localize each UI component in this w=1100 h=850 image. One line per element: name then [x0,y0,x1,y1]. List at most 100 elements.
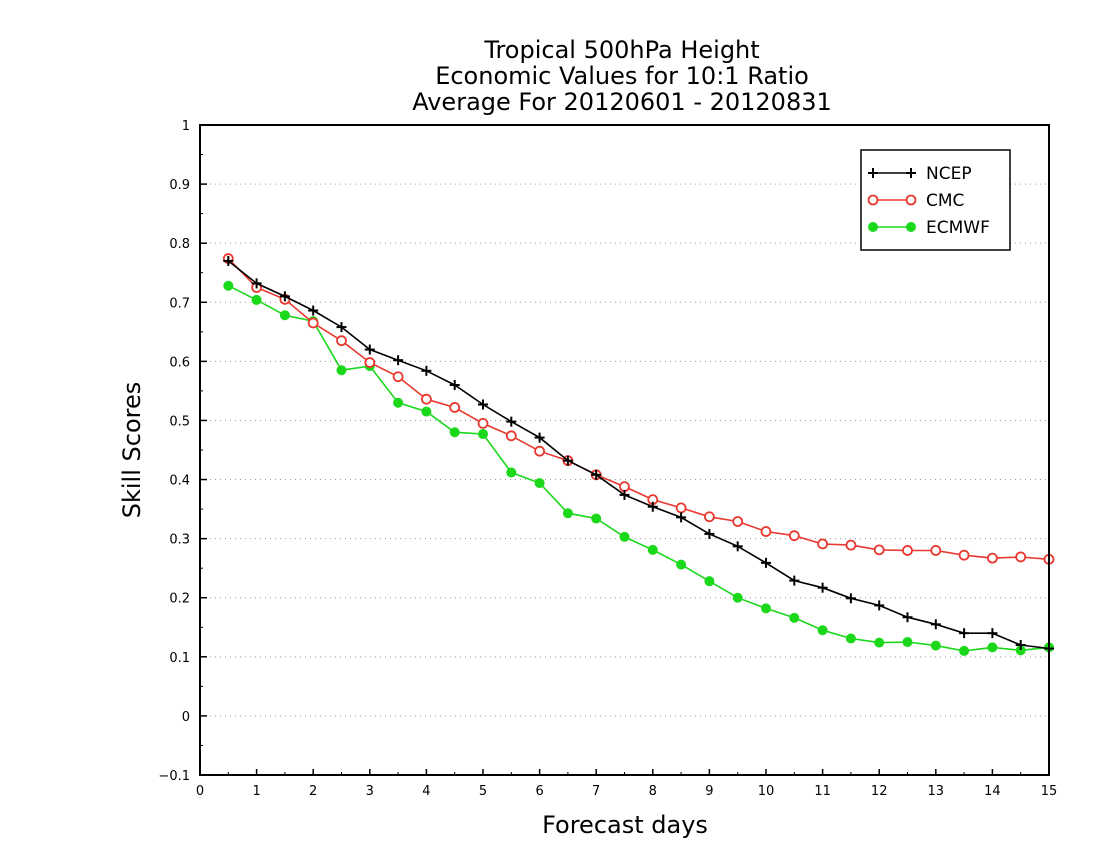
point-ncep-21 [817,582,828,593]
point-ncep-0 [223,255,234,266]
point-cmc-21 [817,538,828,550]
point-ncep-8 [449,380,460,390]
point-cmc-4 [336,335,347,347]
legend: NCEP CMC ECMWF [860,149,1011,251]
legend-marker-right-cmc [905,194,917,206]
y-tick-label-5: 0.4 [169,474,190,489]
point-ncep-18 [732,541,743,552]
y-tick-label-0: −0.1 [158,769,190,784]
point-ecmwf-2 [279,310,290,321]
point-ncep-26 [959,628,970,639]
chart-title-line-1: Tropical 500hPa Height [483,36,759,64]
point-ecmwf-16 [676,559,687,570]
chart-title-line-3: Average For 20120601 - 20120831 [412,88,832,116]
point-cmc-11 [534,445,545,457]
x-tick-label-1: 1 [252,784,260,799]
x-tick-label-5: 5 [479,784,487,799]
legend-marker-left-ecmwf [868,222,878,232]
point-ncep-27 [987,628,998,639]
point-cmc-7 [420,393,432,405]
point-ncep-14 [619,489,630,500]
legend-marker-left-cmc [867,194,879,206]
point-ncep-15 [647,501,658,512]
point-ecmwf-12 [562,508,573,519]
x-tick-label-8: 8 [649,784,657,799]
point-cmc-17 [704,511,715,523]
series-ncep [223,255,1054,654]
point-ecmwf-20 [789,612,800,623]
point-cmc-24 [902,545,913,556]
y-tick-label-2: 0.1 [169,651,190,666]
point-ncep-16 [676,512,687,523]
point-ecmwf-1 [251,294,262,305]
point-ecmwf-27 [987,642,998,653]
point-cmc-22 [845,539,857,551]
x-tick-label-13: 13 [928,784,945,799]
point-cmc-5 [364,357,376,368]
x-tick-label-7: 7 [592,784,600,799]
x-tick-label-9: 9 [705,784,713,799]
y-tick-label-3: 0.2 [169,592,190,607]
point-ecmwf-4 [336,365,347,376]
x-tick-label-0: 0 [196,784,204,799]
y-tick-label-11: 1 [182,119,190,134]
point-ecmwf-26 [959,645,970,656]
series-ecmwf [223,280,1054,656]
y-tick-label-7: 0.6 [169,355,190,370]
y-tick-label-4: 0.3 [169,533,190,548]
legend-marker-right-ncep [906,168,916,178]
point-cmc-8 [449,402,461,413]
x-tick-label-6: 6 [535,784,543,799]
point-ncep-25 [930,619,941,630]
x-tick-label-3: 3 [366,784,374,799]
point-cmc-14 [619,481,630,493]
point-cmc-18 [732,516,744,527]
point-cmc-19 [760,526,772,537]
point-ncep-11 [534,432,545,443]
legend-marker-left-ncep [868,168,878,178]
point-ncep-23 [874,600,885,611]
point-ncep-10 [506,416,517,427]
point-ncep-28 [1015,640,1026,650]
point-cmc-16 [675,502,687,514]
x-tick-label-14: 14 [984,784,1001,799]
legend-label-cmc: CMC [926,191,964,211]
point-ecmwf-24 [902,637,913,648]
point-ecmwf-22 [845,633,856,644]
chart-title-line-2: Economic Values for 10:1 Ratio [435,62,809,90]
point-ecmwf-15 [647,544,658,555]
legend-marker-right-ecmwf [906,222,916,232]
axes: 0 1 2 3 4 5 6 7 8 9 10 11 12 13 14 15−0.100.10.20.30.40… [158,119,1057,799]
point-cmc-9 [477,418,489,429]
y-tick-label-6: 0.5 [169,414,190,429]
point-cmc-23 [873,544,885,556]
point-ecmwf-8 [449,427,460,438]
point-ecmwf-6 [393,397,404,408]
y-tick-label-8: 0.7 [169,296,190,311]
point-ncep-6 [393,355,404,366]
y-tick-label-1: 0 [182,710,190,725]
grid-lines [200,183,1049,717]
point-ncep-2 [279,291,290,302]
series-layer [222,253,1055,656]
point-ecmwf-18 [732,592,743,603]
y-tick-label-9: 0.8 [169,237,190,252]
point-ncep-9 [478,399,488,410]
y-axis-label: Skill Scores [118,382,146,519]
point-cmc-28 [1015,551,1027,563]
point-ecmwf-14 [619,531,630,542]
point-cmc-10 [505,430,517,442]
point-cmc-26 [958,549,970,561]
x-tick-label-10: 10 [758,784,775,799]
point-ecmwf-19 [761,603,771,614]
point-ncep-7 [421,365,432,376]
point-ncep-20 [789,575,800,586]
point-ecmwf-25 [930,640,941,651]
point-ecmwf-11 [534,478,545,489]
point-ecmwf-0 [223,280,234,291]
point-ncep-24 [902,612,913,623]
point-cmc-6 [392,371,404,383]
series-line-ecmwf [227,284,1050,652]
point-ecmwf-17 [704,576,715,587]
